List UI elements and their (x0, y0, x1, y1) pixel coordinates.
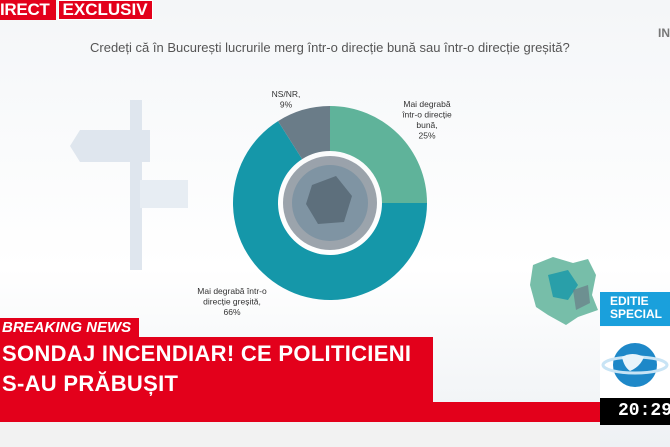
chart-title: Credeți că în București lucrurile merg î… (90, 40, 570, 55)
pie-slice-label-2: NS/NR, 9% (272, 89, 301, 110)
bottom-red-bar (0, 402, 670, 422)
globe-icon (600, 327, 670, 401)
ticker-area (0, 422, 600, 447)
pie-slice-1 (233, 121, 427, 300)
headline-line-1: SONDAJ INCENDIAR! CE POLITICIENI (2, 341, 412, 366)
headline-line-2: S-AU PRĂBUȘIT (2, 371, 179, 396)
special-edition-badge: EDITIE SPECIAL (600, 292, 670, 326)
pie-slice-0 (330, 106, 427, 203)
signpost-icon (70, 100, 188, 270)
clock: 20:29 (600, 398, 670, 425)
exclusive-tag: EXCLUSIV (57, 0, 153, 20)
bucharest-map-icon (530, 257, 598, 325)
breaking-news-label: BREAKING NEWS (0, 318, 140, 337)
channel-logo-fragment: IN (658, 26, 670, 40)
pie-center-facet (306, 176, 352, 224)
direct-tag: IRECT (0, 0, 56, 20)
headline-box: SONDAJ INCENDIAR! CE POLITICIENI S-AU PR… (0, 337, 433, 402)
pie-slice-2 (278, 106, 330, 160)
edition-line-2: SPECIAL (610, 307, 663, 321)
pie-slice-label-0: Mai degrabă într-o direcție bună, 25% (401, 99, 452, 141)
pie-slice-label-1: Mai degrabă într-o direcție greșită, 66% (197, 286, 267, 317)
edition-line-1: EDITIE (610, 294, 649, 308)
top-bar: IRECT EXCLUSIV (0, 0, 153, 20)
